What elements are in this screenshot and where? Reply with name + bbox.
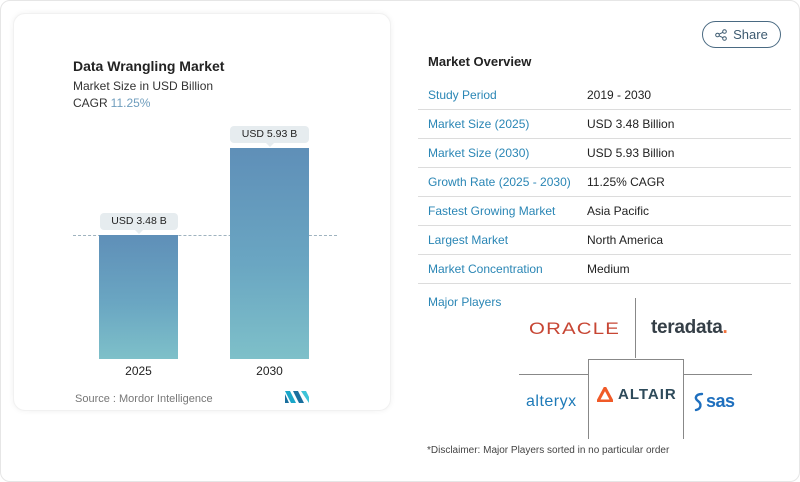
share-button[interactable]: Share [702,21,781,48]
sas-logo: sas [693,391,735,412]
teradata-logo-text: teradata [651,317,723,338]
overview-row-study-period: Study Period 2019 - 2030 [418,81,791,110]
chart-cagr: CAGR 11.25% [73,96,150,110]
bar-value-label-2030: USD 5.93 B [230,126,309,147]
teradata-logo-dot: . [722,317,728,338]
row-key: Market Size (2030) [428,146,530,160]
cagr-value: 11.25% [110,96,151,110]
altair-triangle-icon [597,387,613,402]
overview-row-market-size-2030: Market Size (2030) USD 5.93 Billion [418,139,791,168]
share-label: Share [733,27,768,42]
sas-logo-text: sas [706,391,735,411]
bar-value-label-2025: USD 3.48 B [100,213,178,234]
row-key: Study Period [428,88,497,102]
overview-row-market-concentration: Market Concentration Medium [418,255,791,284]
row-key: Largest Market [428,233,509,247]
logo-grid-divider [519,374,589,375]
market-overview-title: Market Overview [428,54,532,69]
row-value: 2019 - 2030 [587,88,652,102]
row-value: USD 5.93 Billion [587,146,675,160]
logo-grid-center-box [588,359,684,439]
major-players-label: Major Players [428,295,502,309]
row-value: 11.25% CAGR [587,175,665,189]
teradata-logo: teradata. [651,317,728,339]
row-value: Asia Pacific [587,204,650,218]
chart-title: Data Wrangling Market [73,58,225,74]
share-icon [715,28,727,41]
bar-2025 [99,235,178,359]
cagr-label: CAGR [73,96,108,110]
mordor-intelligence-logo-icon [285,391,309,403]
chart-card [13,13,391,411]
x-axis-label-2025: 2025 [125,364,152,378]
overview-row-growth-rate: Growth Rate (2025 - 2030) 11.25% CAGR [418,168,791,197]
oracle-logo: ORACLE [529,319,621,338]
source-text: Source : Mordor Intelligence [75,393,213,405]
row-value: Medium [587,262,630,276]
row-value: USD 3.48 Billion [587,117,675,131]
alteryx-logo: alteryx [526,393,577,410]
row-key: Market Size (2025) [428,117,530,131]
row-key: Fastest Growing Market [428,204,556,218]
sas-swirl-icon [694,392,704,411]
chart-subtitle: Market Size in USD Billion [73,79,214,93]
disclaimer-text: *Disclaimer: Major Players sorted in no … [427,445,670,456]
x-axis-label-2030: 2030 [256,364,283,378]
row-key: Market Concentration [428,262,543,276]
market-overview-table: Study Period 2019 - 2030 Market Size (20… [418,81,791,284]
overview-row-market-size-2025: Market Size (2025) USD 3.48 Billion [418,110,791,139]
row-key: Growth Rate (2025 - 2030) [428,175,571,189]
altair-logo-text: ALTAIR [618,386,677,403]
logo-grid-divider [683,374,752,375]
row-value: North America [587,233,664,247]
overview-row-largest-market: Largest Market North America [418,226,791,255]
reference-dashed-line [73,235,337,236]
altair-logo: ALTAIR [597,386,677,403]
overview-row-fastest-growing-market: Fastest Growing Market Asia Pacific [418,197,791,226]
bar-2030 [230,148,309,359]
logo-grid-divider [635,298,636,358]
